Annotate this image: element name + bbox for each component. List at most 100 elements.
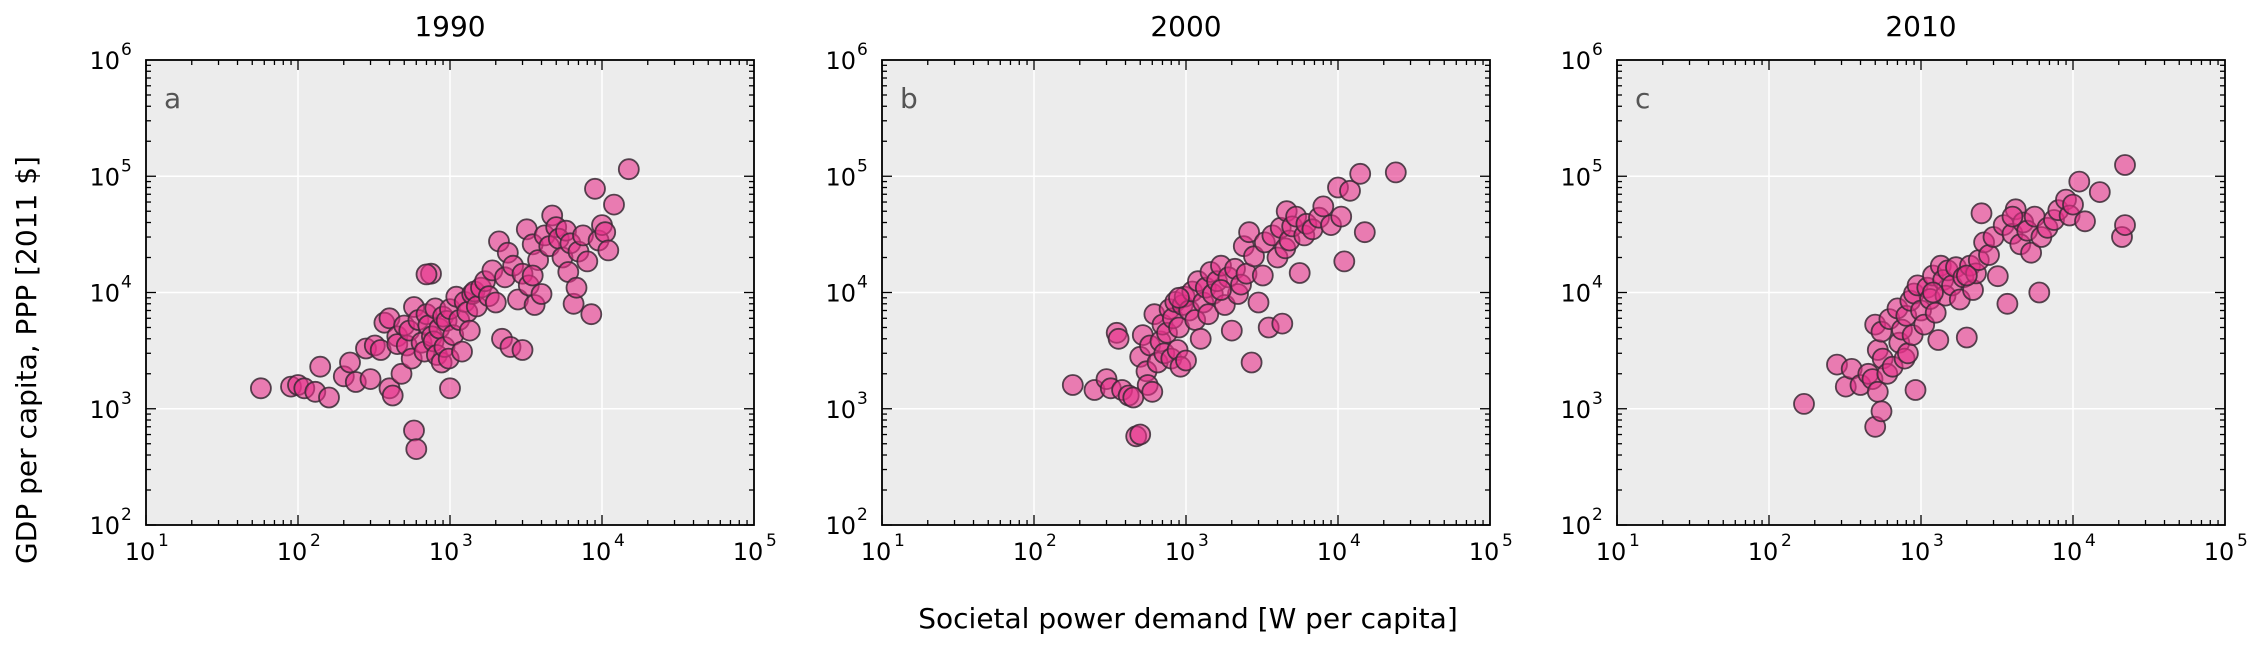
x-tick-label-exponent: 4 (1350, 531, 1361, 551)
data-point (484, 291, 507, 314)
y-axis-label: GDP per capita, PPP [2011 $] (10, 156, 43, 564)
x-tick-label: 10 (125, 538, 156, 566)
y-tick-label: 10 (1560, 396, 1591, 424)
data-point (1271, 312, 1294, 335)
data-point (1240, 351, 1263, 374)
y-tick-label: 10 (825, 512, 856, 540)
data-point (1955, 326, 1978, 349)
data-point (451, 340, 473, 363)
data-point (1251, 264, 1274, 287)
y-tick-label: 10 (825, 280, 856, 308)
x-tick-label-exponent: 1 (1629, 531, 1640, 551)
x-tick-label-exponent: 3 (462, 531, 473, 551)
data-point (1870, 400, 1893, 423)
data-point (1927, 329, 1950, 351)
y-tick-label-exponent: 2 (857, 505, 868, 525)
x-tick-label: 10 (1596, 538, 1627, 566)
x-tick-label: 10 (1317, 538, 1348, 566)
x-tick-label-exponent: 5 (1502, 531, 1513, 551)
data-point (511, 339, 534, 361)
data-point (2088, 181, 2111, 204)
data-point (576, 250, 599, 273)
data-points (1061, 161, 1407, 448)
data-point (1168, 286, 1190, 309)
x-tick-label-exponent: 2 (310, 531, 321, 551)
y-tick-label: 10 (825, 163, 856, 191)
x-tick-label: 10 (2204, 538, 2235, 566)
y-tick-label: 10 (89, 512, 120, 540)
y-tick-label: 10 (825, 396, 856, 424)
data-point (521, 264, 544, 287)
x-tick-label-exponent: 1 (158, 531, 169, 551)
data-point (1353, 221, 1376, 244)
y-tick-label: 10 (825, 47, 856, 75)
data-point (458, 319, 481, 342)
data-point (1996, 292, 2019, 315)
data-point (2001, 205, 2024, 228)
data-point (2074, 210, 2096, 233)
data-point (1986, 265, 2009, 288)
plot-frame (1616, 59, 2226, 526)
x-tick-label: 10 (2052, 538, 2083, 566)
panel-title: 2010 (1885, 10, 1956, 43)
x-tick-label: 10 (861, 538, 892, 566)
x-tick-label-exponent: 4 (2085, 531, 2096, 551)
data-point (597, 239, 620, 262)
y-tick-label: 10 (1560, 163, 1591, 191)
y-tick-label: 10 (1560, 512, 1591, 540)
y-tick-label-exponent: 6 (857, 40, 868, 60)
x-tick-label: 10 (733, 538, 764, 566)
data-point (1210, 279, 1232, 301)
data-point (1189, 327, 1212, 350)
data-point (1384, 161, 1407, 184)
x-tick-label-exponent: 3 (1933, 531, 1944, 551)
y-tick-label: 10 (1560, 280, 1591, 308)
data-point (584, 177, 606, 200)
data-points (249, 158, 640, 461)
x-tick-label-exponent: 5 (2237, 531, 2248, 551)
data-point (1238, 221, 1260, 244)
y-tick-label-exponent: 4 (1592, 273, 1603, 293)
data-point (1312, 195, 1335, 218)
panel-letter: a (164, 82, 181, 115)
x-tick-label: 10 (1748, 538, 1779, 566)
data-point (603, 193, 625, 216)
x-tick-label-exponent: 4 (614, 531, 625, 551)
y-tick-label-exponent: 4 (121, 273, 132, 293)
data-point (1904, 379, 1927, 401)
data-point (2028, 281, 2051, 304)
y-tick-label-exponent: 2 (121, 505, 132, 525)
y-tick-label-exponent: 5 (857, 156, 868, 176)
data-point (1333, 250, 1356, 273)
data-point (318, 386, 340, 409)
x-tick-label: 10 (277, 538, 308, 566)
data-point (1129, 423, 1152, 446)
y-tick-label: 10 (89, 396, 120, 424)
data-point (1061, 374, 1084, 396)
y-tick-label-exponent: 5 (1592, 156, 1603, 176)
x-tick-label-exponent: 2 (1046, 531, 1057, 551)
x-axis-label: Societal power demand [W per capita] (918, 602, 1458, 635)
data-point (2068, 170, 2091, 193)
data-point (1970, 202, 1993, 225)
panel-title: 2000 (1150, 10, 1221, 43)
data-point (309, 355, 332, 378)
x-tick-label-exponent: 3 (1198, 531, 1209, 551)
plot-frame (881, 59, 1491, 526)
x-tick-label: 10 (581, 538, 612, 566)
data-point (1197, 303, 1220, 326)
y-tick-label-exponent: 6 (121, 40, 132, 60)
data-point (1955, 264, 1978, 287)
data-point (1866, 380, 1889, 403)
data-point (617, 158, 640, 181)
y-tick-label-exponent: 3 (857, 389, 868, 409)
x-tick-label-exponent: 1 (894, 531, 905, 551)
y-tick-label-exponent: 2 (1592, 505, 1603, 525)
data-point (405, 438, 428, 461)
data-point (530, 283, 553, 305)
data-point (339, 351, 361, 374)
